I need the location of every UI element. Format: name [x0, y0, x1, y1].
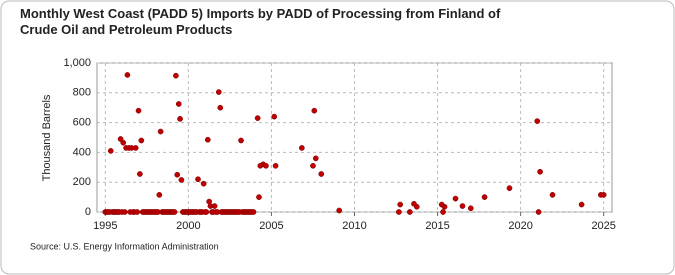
point — [263, 162, 269, 169]
point — [200, 180, 207, 187]
x-tick-label: 2010 — [342, 220, 366, 232]
point — [481, 194, 488, 200]
point — [107, 148, 114, 154]
point — [413, 203, 420, 210]
point — [211, 203, 218, 209]
point — [534, 118, 541, 124]
y-tick-label: 1,000 — [63, 57, 91, 69]
x-tick-label: 1995 — [93, 220, 117, 232]
point — [578, 201, 585, 208]
point — [254, 115, 261, 121]
point — [459, 203, 466, 209]
point — [156, 192, 163, 198]
point — [137, 171, 143, 177]
point — [336, 207, 343, 214]
point — [310, 162, 316, 169]
point — [397, 201, 404, 208]
point — [467, 205, 474, 212]
point — [217, 104, 224, 111]
point — [120, 139, 127, 146]
point — [175, 101, 182, 107]
point — [134, 209, 141, 215]
point — [215, 89, 222, 95]
point — [318, 171, 325, 177]
point — [121, 209, 128, 215]
point — [238, 137, 244, 144]
point — [173, 72, 179, 79]
point — [440, 209, 446, 215]
x-tick-label: 2015 — [425, 220, 449, 232]
point — [312, 155, 319, 162]
point — [549, 192, 556, 198]
point — [132, 145, 139, 151]
point — [537, 168, 543, 175]
point — [506, 185, 513, 192]
y-tick-label: 200 — [73, 176, 91, 188]
y-axis-label: Thousand Barrels — [41, 94, 53, 181]
y-tick-label: 400 — [73, 146, 91, 158]
point — [298, 145, 305, 151]
point — [271, 113, 278, 120]
point — [203, 209, 210, 215]
point — [195, 176, 201, 183]
y-tick-label: 600 — [73, 117, 91, 129]
point — [135, 107, 142, 114]
point — [138, 137, 145, 144]
point — [204, 136, 211, 143]
y-tick-label: 0 — [85, 206, 91, 218]
point — [250, 209, 257, 215]
y-tick-label: 800 — [73, 87, 91, 99]
point — [535, 209, 542, 215]
source: Source: U.S. Energy Information Administ… — [30, 241, 219, 251]
point — [396, 209, 402, 215]
x-tick-label: 2020 — [508, 220, 532, 232]
point — [406, 209, 413, 215]
point — [452, 195, 459, 202]
point — [178, 177, 185, 183]
point — [600, 192, 607, 198]
x-tick-label: 2000 — [176, 220, 200, 232]
x-tick-label: 2025 — [591, 220, 615, 232]
point — [157, 128, 164, 135]
point — [177, 116, 183, 122]
point — [441, 203, 448, 210]
point — [256, 194, 262, 200]
point — [124, 72, 131, 78]
point — [272, 162, 279, 169]
chart-title: Monthly West Coast (PADD 5) Imports by P… — [20, 6, 501, 37]
point — [171, 209, 178, 215]
x-tick-label: 2005 — [259, 220, 283, 232]
point — [311, 107, 318, 114]
point — [174, 171, 181, 178]
